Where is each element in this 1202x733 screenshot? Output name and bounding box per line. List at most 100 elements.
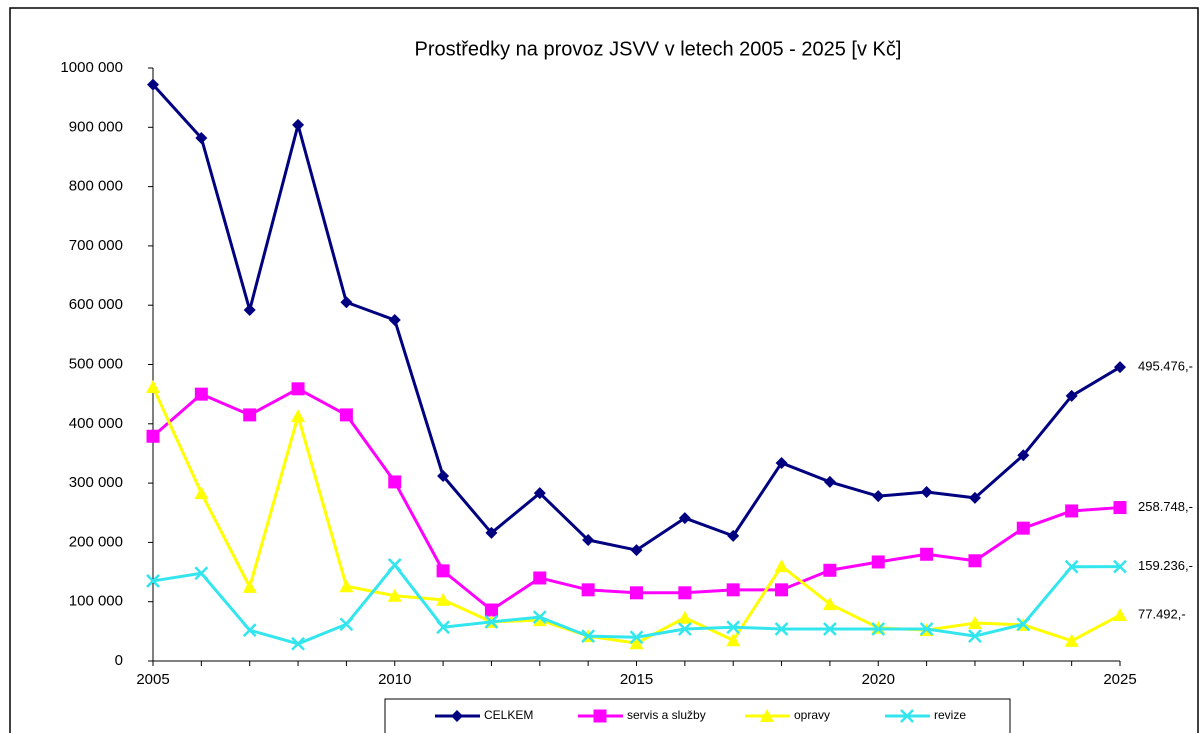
data-point — [581, 629, 596, 643]
y-tick-label: 700 000 — [69, 237, 123, 254]
data-point — [146, 380, 160, 394]
data-point — [340, 296, 353, 309]
data-point — [1065, 389, 1078, 402]
data-point — [146, 574, 160, 588]
legend-label: opravy — [794, 708, 830, 722]
data-point — [629, 630, 644, 645]
data-point — [1017, 449, 1030, 462]
data-point — [194, 566, 209, 581]
legend-marker — [900, 709, 914, 723]
x-tick-label: 2005 — [136, 671, 169, 688]
y-tick-label: 400 000 — [69, 415, 123, 432]
data-point — [291, 382, 305, 396]
data-point — [872, 490, 885, 503]
data-point — [871, 622, 886, 636]
x-tick-label: 2015 — [620, 671, 653, 688]
data-point — [195, 131, 208, 144]
data-point — [532, 610, 547, 625]
x-tick-label: 2010 — [378, 671, 411, 688]
data-point — [1113, 501, 1127, 515]
data-point — [1113, 559, 1127, 574]
x-tick-label: 2025 — [1103, 671, 1136, 688]
data-point — [581, 583, 595, 597]
data-point — [388, 475, 402, 489]
data-point — [678, 586, 692, 600]
data-point — [436, 564, 450, 578]
data-point — [146, 429, 160, 443]
data-point — [1065, 504, 1079, 518]
data-point — [147, 78, 159, 91]
y-tick-label: 0 — [115, 652, 123, 669]
data-point — [292, 118, 305, 131]
data-point — [1113, 608, 1127, 622]
data-point — [968, 554, 982, 568]
data-point — [1064, 559, 1079, 574]
y-tick-label: 500 000 — [69, 355, 123, 372]
value-label: 258.748,- — [1138, 499, 1193, 514]
data-point — [726, 620, 741, 635]
value-label: 495.476,- — [1138, 359, 1193, 374]
data-point — [532, 613, 547, 627]
data-point — [387, 558, 402, 572]
legend-label: revize — [934, 708, 966, 722]
data-point — [677, 610, 692, 624]
chart-title: Prostředky na provoz JSVV v letech 2005 … — [415, 38, 902, 60]
data-point — [726, 583, 740, 597]
data-point — [920, 485, 933, 498]
data-point — [968, 629, 982, 643]
data-point — [630, 544, 643, 557]
value-label: 77.492,- — [1138, 606, 1186, 621]
data-point — [533, 571, 547, 585]
legend-marker — [451, 710, 463, 722]
data-point — [1114, 361, 1126, 374]
y-tick-label: 200 000 — [69, 533, 123, 550]
data-point — [243, 408, 257, 422]
data-point — [822, 597, 837, 611]
data-point — [1064, 633, 1079, 647]
data-point — [1016, 521, 1030, 535]
data-point — [823, 563, 837, 577]
data-point — [339, 408, 353, 422]
data-point — [727, 529, 740, 542]
y-tick-label: 300 000 — [69, 474, 123, 491]
data-point — [242, 579, 257, 593]
data-point — [775, 456, 788, 469]
data-point — [339, 617, 354, 632]
value-label: 159.236,- — [1138, 558, 1193, 573]
y-tick-label: 900 000 — [69, 118, 123, 135]
data-point — [920, 547, 934, 561]
y-tick-label: 1000 000 — [60, 59, 123, 76]
data-point — [436, 620, 450, 635]
data-point — [484, 614, 499, 629]
legend-marker — [593, 709, 607, 723]
data-point — [436, 592, 451, 606]
data-point — [871, 555, 885, 569]
data-point — [919, 622, 934, 636]
data-point — [1016, 617, 1031, 632]
data-point — [533, 487, 546, 500]
data-point — [339, 579, 354, 593]
data-point — [291, 409, 306, 423]
data-point — [582, 534, 595, 547]
data-point — [484, 603, 498, 617]
data-point — [967, 616, 982, 630]
data-point — [194, 486, 209, 500]
data-point — [775, 583, 789, 597]
data-point — [485, 526, 498, 539]
data-point — [630, 586, 643, 600]
chart-frame — [9, 7, 1199, 733]
legend-label: servis a služby — [627, 708, 706, 722]
data-point — [968, 491, 981, 504]
data-point — [387, 588, 402, 602]
data-point — [726, 633, 741, 647]
data-point — [823, 475, 836, 488]
data-point — [677, 622, 692, 636]
data-point — [774, 559, 789, 573]
y-tick-label: 800 000 — [69, 178, 123, 195]
data-point — [678, 512, 691, 525]
data-point — [291, 636, 305, 651]
y-tick-label: 600 000 — [69, 296, 123, 313]
data-point — [774, 622, 789, 636]
data-point — [629, 636, 644, 650]
